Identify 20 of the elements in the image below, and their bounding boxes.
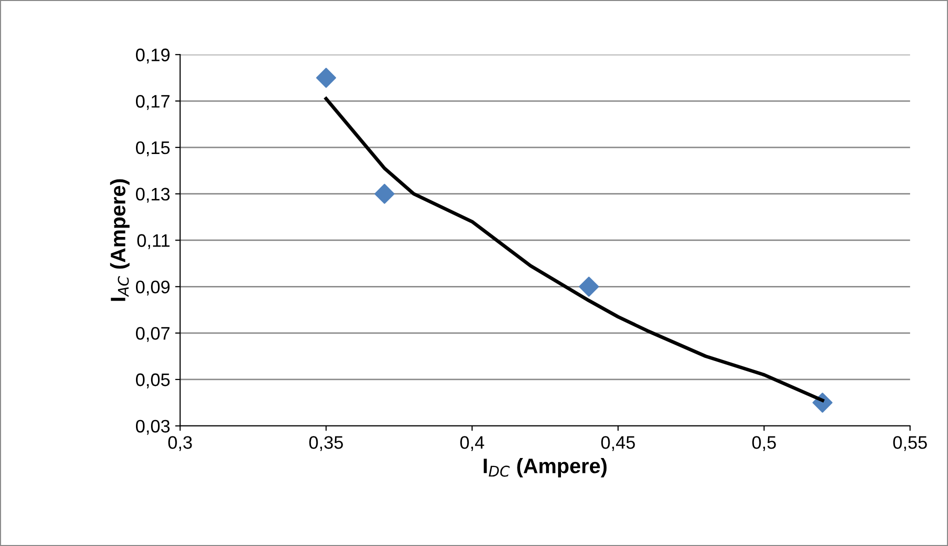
y-tick-label: 0,09 — [136, 280, 170, 296]
point — [374, 184, 395, 204]
x-tick-label: 0,55 — [893, 436, 927, 451]
x-tick-label: 0,35 — [309, 436, 343, 451]
y-axis-title: I$_{AC}$ (Ampere) — [110, 179, 130, 301]
x-tick-label: 0,5 — [752, 436, 776, 451]
y-tick-label: 0,17 — [136, 94, 170, 110]
x-tick-label: 0,3 — [168, 436, 192, 451]
y-tick-label: 0,13 — [136, 188, 170, 203]
y-tick-label: 0,19 — [136, 48, 170, 64]
x-axis-title: I$_{DC}$ (Ampere) — [484, 458, 607, 478]
y-tick-label: 0,15 — [136, 141, 170, 156]
y-tick-label: 0,03 — [136, 420, 170, 435]
y-tick-label: 0,11 — [137, 234, 170, 250]
x-tick-label: 0,4 — [460, 436, 484, 451]
y-tick-label: 0,05 — [136, 373, 170, 388]
point — [578, 276, 599, 297]
y-tick-label: 0,07 — [136, 326, 170, 342]
x-tick-label: 0,45 — [601, 436, 635, 451]
point — [316, 68, 336, 88]
